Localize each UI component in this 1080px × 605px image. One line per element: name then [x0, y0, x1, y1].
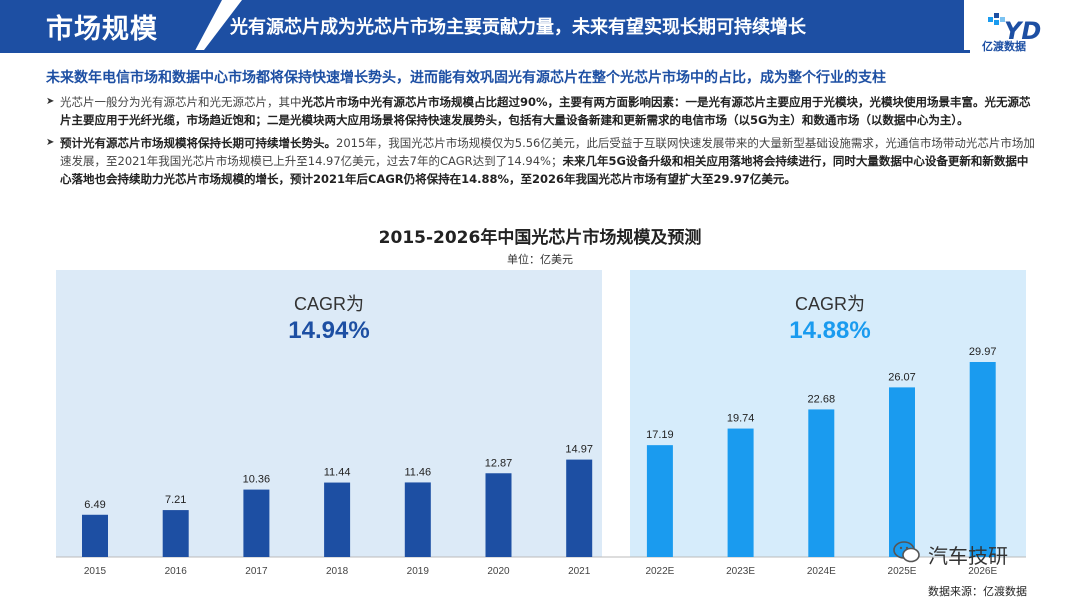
data-label: 22.68: [808, 393, 836, 405]
x-tick-label: 2022E: [645, 566, 674, 577]
data-label: 11.44: [324, 467, 351, 479]
bar: [566, 459, 593, 557]
chart-unit: 单位：亿美元: [507, 253, 573, 266]
bar: [969, 362, 996, 557]
data-label: 11.46: [404, 466, 431, 478]
yidu-logo-icon: YD: [988, 13, 1041, 45]
bullet-bold-text: 未来几年5G设备升级和相关应用落地将会持续进行，同时大量数据中心设备更新和新数据…: [60, 154, 1029, 186]
bullet-item: ➤ 光芯片一般分为光有源芯片和光无源芯片，其中光芯片市场中光有源芯片市场规模占比…: [46, 93, 1036, 129]
data-label: 7.21: [165, 494, 186, 506]
data-label: 10.36: [243, 474, 271, 486]
x-tick-label: 2024E: [807, 566, 836, 577]
logo-text: 亿渡数据: [982, 40, 1026, 53]
bar: [82, 514, 108, 557]
slide-title: 光有源芯片成为光芯片市场主要贡献力量，未来有望实现长期可持续增长: [230, 17, 806, 38]
header: 市场规模 光有源芯片成为光芯片市场主要贡献力量，未来有望实现长期可持续增长: [0, 0, 1080, 53]
bar: [808, 409, 835, 557]
arrow-bullet-icon: ➤: [46, 137, 55, 148]
data-label: 12.87: [485, 457, 513, 469]
data-label: 17.19: [646, 429, 674, 441]
cagr-label: CAGR为: [294, 294, 364, 314]
bar: [162, 510, 189, 557]
watermark-text: 汽车技研: [928, 544, 1008, 568]
data-label: 14.97: [565, 444, 593, 456]
data-label: 26.07: [888, 371, 916, 383]
bar: [727, 428, 754, 557]
title-bar: 光有源芯片成为光芯片市场主要贡献力量，未来有望实现长期可持续增长: [204, 0, 964, 50]
key-message: 未来数年电信市场和数据中心市场都将保持快速增长势头，进而能有效巩固光有源芯片在整…: [46, 70, 886, 86]
svg-text:YD: YD: [1004, 17, 1041, 45]
bullet-item: ➤ 预计光有源芯片市场规模将保持长期可持续增长势头。2015年，我国光芯片市场规…: [46, 134, 1036, 188]
header-underline: [0, 50, 970, 53]
data-label: 6.49: [84, 499, 105, 511]
cagr-value: 14.88%: [789, 317, 870, 344]
bullet-text: 2015年，我国光芯片市场规模仅为5.56亿美元，此后受益于互联网快速发展带来的…: [60, 136, 1035, 168]
chart-title: 2015-2026年中国光芯片市场规模及预测: [378, 228, 702, 248]
bullet-bold-text: 光芯片市场中光有源芯片市场规模占比超过90%，主要有两方面影响因素：一是光有源芯…: [60, 95, 1031, 127]
x-tick-label: 2025E: [888, 566, 917, 577]
bullet-list: ➤ 光芯片一般分为光有源芯片和光无源芯片，其中光芯片市场中光有源芯片市场规模占比…: [46, 93, 1036, 193]
cagr-label: CAGR为: [795, 294, 865, 314]
bar: [404, 482, 431, 557]
bar: [646, 445, 673, 557]
data-source: 数据来源：亿渡数据: [928, 585, 1027, 598]
bar: [889, 387, 915, 557]
x-tick-label: 2016: [165, 566, 188, 577]
x-tick-label: 2018: [326, 566, 349, 577]
x-tick-label: 2021: [568, 566, 591, 577]
arrow-bullet-icon: ➤: [46, 96, 55, 107]
section-tag: 市场规模: [0, 0, 222, 50]
x-tick-label: 2019: [407, 566, 430, 577]
bar: [485, 473, 512, 557]
bullet-text: 光芯片一般分为光有源芯片和光无源芯片，其中: [60, 95, 302, 109]
x-tick-label: 2026E: [968, 566, 997, 577]
wechat-icon: [893, 541, 920, 563]
bullet-bold-text: 预计光有源芯片市场规模将保持长期可持续增长势头。: [60, 136, 336, 150]
x-tick-label: 2020: [487, 566, 510, 577]
x-tick-label: 2023E: [726, 566, 755, 577]
x-tick-label: 2015: [84, 566, 107, 577]
cagr-value: 14.94%: [288, 317, 369, 344]
section-tag-label: 市场规模: [46, 14, 158, 45]
x-tick-label: 2017: [245, 566, 268, 577]
data-label: 29.97: [969, 346, 997, 358]
bar: [243, 489, 270, 557]
data-label: 19.74: [727, 413, 755, 425]
bar: [324, 482, 351, 557]
